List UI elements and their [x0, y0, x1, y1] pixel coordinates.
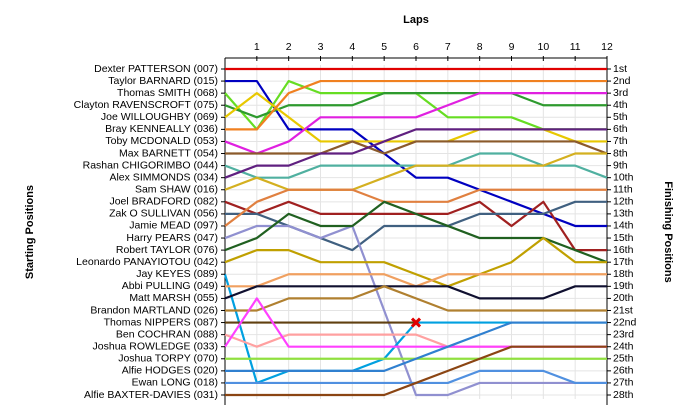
y2-tick-label: 10th — [613, 171, 634, 183]
driver-line — [224, 188, 607, 227]
driver-line — [225, 79, 607, 131]
driver-label: Abbi PULLING (049) — [122, 280, 218, 292]
driver-label: Dexter PATTERSON (007) — [94, 63, 218, 75]
x-tick-label: 1 — [254, 41, 260, 53]
retired-marker — [410, 317, 422, 328]
driver-label: Clayton RAVENSCROFT (075) — [74, 99, 218, 111]
y2-tick-label: 20th — [613, 292, 634, 304]
driver-label: Robert TAYLOR (076) — [116, 244, 218, 256]
y2-tick-label: 22nd — [613, 316, 637, 328]
driver-label: Joshua TORPY (070) — [118, 353, 218, 365]
y2-axis-label: Finishing Positions — [662, 181, 674, 282]
y2-tick-label: 7th — [613, 135, 628, 147]
driver-label: Brandon MARTLAND (026) — [90, 304, 218, 316]
driver-label: Thomas NIPPERS (087) — [104, 316, 218, 328]
y2-tick-label: 17th — [613, 256, 634, 268]
driver-label: Joe WILLOUGHBY (069) — [101, 111, 218, 123]
y2-tick-label: 5th — [613, 111, 628, 123]
x-tick-label: 4 — [349, 41, 355, 53]
driver-line — [224, 224, 607, 397]
driver-line — [224, 128, 607, 179]
y2-tick-label: 14th — [613, 220, 634, 232]
x-tick-label: 6 — [413, 41, 419, 53]
y2-tick-label: 12th — [613, 196, 634, 208]
x-tick-label: 3 — [318, 41, 324, 53]
y2-tick-label: 28th — [613, 389, 634, 401]
driver-label: Max BARNETT (054) — [119, 147, 218, 159]
driver-line — [224, 236, 607, 288]
chart-title: Laps — [403, 14, 429, 26]
y2-tick-label: 21st — [613, 304, 633, 316]
y2-tick-label: 2nd — [613, 75, 631, 87]
driver-line — [224, 285, 607, 300]
x-tick-label: 2 — [286, 41, 292, 53]
y2-tick-label: 4th — [613, 99, 628, 111]
driver-label: Joshua ROWLEDGE (033) — [93, 340, 218, 352]
driver-label: Jamie MEAD (097) — [129, 220, 218, 232]
y2-tick-label: 18th — [613, 268, 634, 280]
driver-label: Rashan CHIGORIMBO (044) — [83, 159, 218, 171]
y2-tick-label: 16th — [613, 244, 634, 256]
y2-tick-label: 24th — [613, 340, 634, 352]
driver-line — [225, 345, 607, 397]
driver-label: Alfie BAXTER-DAVIES (031) — [84, 389, 218, 401]
y2-tick-label: 9th — [613, 159, 628, 171]
x-tick-label: 9 — [509, 41, 515, 53]
y2-tick-label: 15th — [613, 232, 634, 244]
driver-label: Alfie HODGES (020) — [122, 365, 218, 377]
y2-tick-label: 6th — [613, 123, 628, 135]
driver-label: Alex SIMMONDS (034) — [109, 171, 218, 183]
driver-label: Thomas SMITH (068) — [117, 87, 218, 99]
y2-tick-label: 27th — [613, 377, 634, 389]
driver-label: Ben COCHRAN (088) — [116, 328, 218, 340]
driver-label: Toby MCDONALD (053) — [105, 135, 218, 147]
driver-label: Matt MARSH (055) — [129, 292, 218, 304]
y2-tick-label: 23rd — [613, 328, 634, 340]
driver-line — [225, 285, 607, 312]
x-tick-label: 10 — [537, 41, 549, 53]
y2-tick-label: 1st — [613, 63, 627, 75]
x-tick-label: 5 — [381, 41, 387, 53]
driver-label: Sam SHAW (016) — [135, 184, 218, 196]
driver-label: Harry PEARS (047) — [126, 232, 218, 244]
driver-line — [225, 321, 607, 372]
driver-label: Taylor BARNARD (015) — [108, 75, 218, 87]
y2-tick-label: 3rd — [613, 87, 628, 99]
driver-label: Zak O SULLIVAN (056) — [109, 208, 218, 220]
y2-tick-label: 13th — [613, 208, 634, 220]
driver-line — [224, 92, 607, 155]
y2-tick-label: 26th — [613, 365, 634, 377]
y2-tick-label: 19th — [613, 280, 634, 292]
driver-label: Leonardo PANAYIOTOU (042) — [76, 256, 218, 268]
driver-line — [225, 140, 608, 155]
driver-label: Ewan LONG (018) — [132, 377, 218, 389]
driver-label: Jay KEYES (089) — [136, 268, 218, 280]
x-tick-label: 8 — [477, 41, 483, 53]
y-axis-label: Starting Positions — [24, 185, 36, 279]
x-tick-label: 7 — [445, 41, 451, 53]
x-tick-label: 11 — [570, 41, 581, 53]
y2-tick-label: 11th — [613, 184, 633, 196]
driver-label: Bray KENNEALLY (036) — [105, 123, 218, 135]
x-tick-label: 12 — [601, 41, 613, 53]
y2-tick-label: 25th — [613, 353, 634, 365]
driver-label: Joel BRADFORD (082) — [109, 196, 218, 208]
driver-line — [224, 92, 607, 119]
y2-tick-label: 8th — [613, 147, 628, 159]
